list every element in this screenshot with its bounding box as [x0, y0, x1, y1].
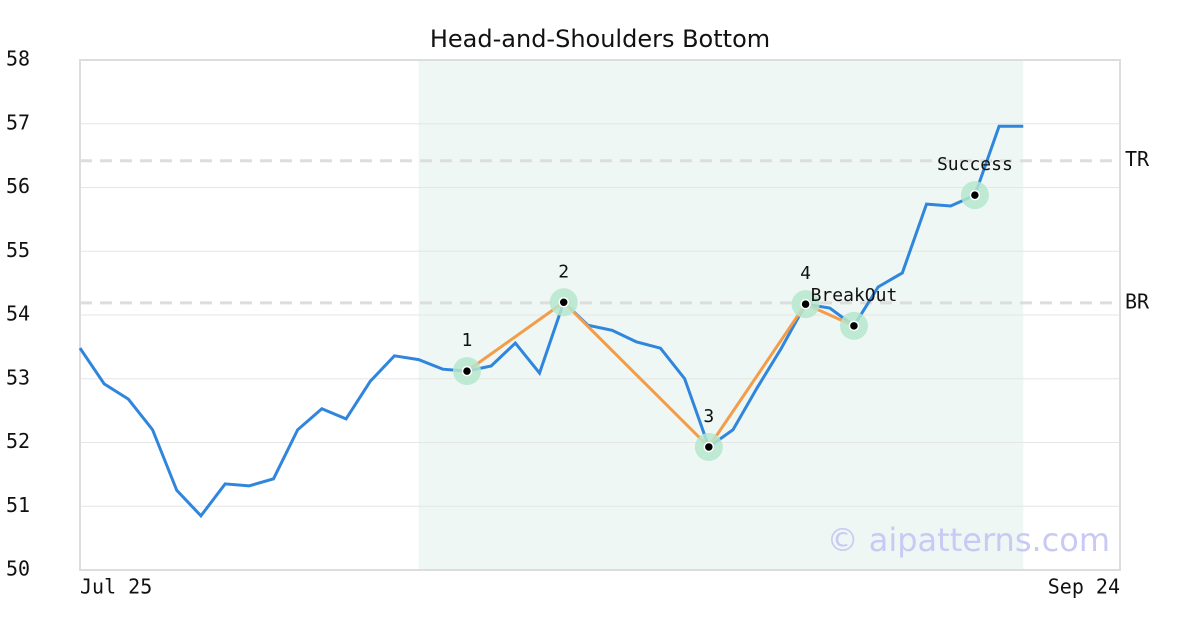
y-tick-label: 56 — [6, 174, 30, 198]
plot-border — [79, 59, 1121, 571]
y-tick-label: 52 — [6, 429, 30, 453]
point-label: Success — [937, 154, 1013, 175]
chart-title: Head-and-Shoulders Bottom — [430, 25, 770, 53]
point-dot — [848, 320, 860, 332]
y-tick-label: 58 — [6, 47, 30, 71]
point-label: BreakOut — [811, 285, 898, 306]
point-label: 1 — [462, 330, 473, 351]
point-dot — [558, 297, 569, 308]
watermark: © aipatterns.com — [827, 521, 1110, 559]
x-tick-label: Jul 25 — [80, 575, 152, 599]
point-label: 3 — [703, 406, 714, 427]
y-tick-label: 54 — [6, 302, 30, 326]
point-label: 2 — [558, 261, 569, 282]
price-line — [78, 124, 1024, 519]
point-label: 4 — [800, 263, 811, 284]
y-tick-label: 53 — [6, 365, 30, 389]
x-tick-label: Sep 24 — [1048, 575, 1120, 599]
point-dot — [703, 441, 715, 453]
point-dot — [969, 189, 981, 201]
point-dot — [461, 365, 473, 377]
point-dot — [800, 298, 811, 310]
y-tick-label: 51 — [6, 493, 30, 517]
y-tick-label: 57 — [6, 110, 30, 134]
y-tick-label: 55 — [6, 238, 30, 262]
y-tick-label: 50 — [6, 557, 30, 581]
reference-label: BR — [1125, 289, 1150, 313]
reference-label: TR — [1125, 147, 1150, 171]
